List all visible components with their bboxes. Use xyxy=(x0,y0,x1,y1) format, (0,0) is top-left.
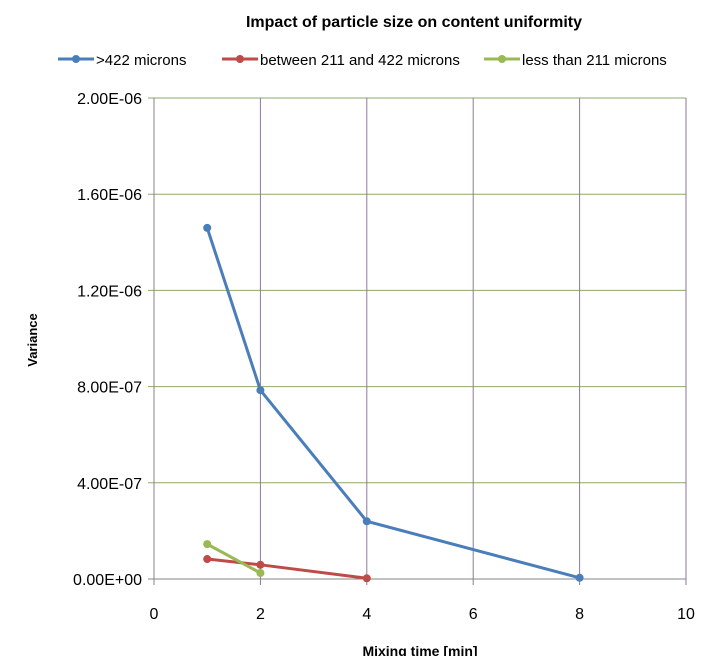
data-point xyxy=(256,386,265,395)
legend: >422 microns between 211 and 422 microns l… xyxy=(58,52,667,69)
x-tick-label: 2 xyxy=(256,606,265,623)
legend-marker xyxy=(236,55,244,63)
series-line xyxy=(205,227,580,580)
x-axis-label: Mixing time [min] xyxy=(362,643,477,656)
data-point xyxy=(203,540,212,549)
legend-label: less than 211 microns xyxy=(522,52,667,69)
series-group xyxy=(203,223,584,583)
y-tick-label: 4.00E-07 xyxy=(77,476,142,493)
x-tick-label: 4 xyxy=(362,606,371,623)
grid xyxy=(148,97,687,585)
ticks: 0.00E+00 4.00E-07 8.00E-07 1.20E-06 1.60E-06… xyxy=(73,91,695,623)
y-tick-label: 2.00E-06 xyxy=(77,91,142,108)
legend-marker xyxy=(498,55,506,63)
y-tick-label: 1.60E-06 xyxy=(77,187,142,204)
chart-title: Impact of particle size on content unifo… xyxy=(246,14,582,31)
legend-label: between 211 and 422 microns xyxy=(260,52,460,69)
y-tick-label: 8.00E-07 xyxy=(77,380,142,397)
data-point xyxy=(362,517,371,526)
series-line xyxy=(206,542,262,575)
legend-marker xyxy=(72,55,80,63)
data-point xyxy=(203,223,212,232)
x-tick-label: 10 xyxy=(677,606,695,623)
data-point xyxy=(575,573,584,582)
x-tick-label: 6 xyxy=(469,606,478,623)
data-point xyxy=(256,560,265,569)
x-tick-label: 8 xyxy=(575,606,584,623)
series-line xyxy=(207,557,367,580)
data-point xyxy=(203,555,212,564)
legend-label: >422 microns xyxy=(96,52,186,69)
y-tick-label: 0.00E+00 xyxy=(73,572,142,589)
data-point xyxy=(362,574,371,583)
y-axis-label: Variance xyxy=(25,313,40,367)
data-point xyxy=(256,568,265,577)
y-tick-label: 1.20E-06 xyxy=(77,283,142,300)
x-tick-label: 0 xyxy=(150,606,159,623)
